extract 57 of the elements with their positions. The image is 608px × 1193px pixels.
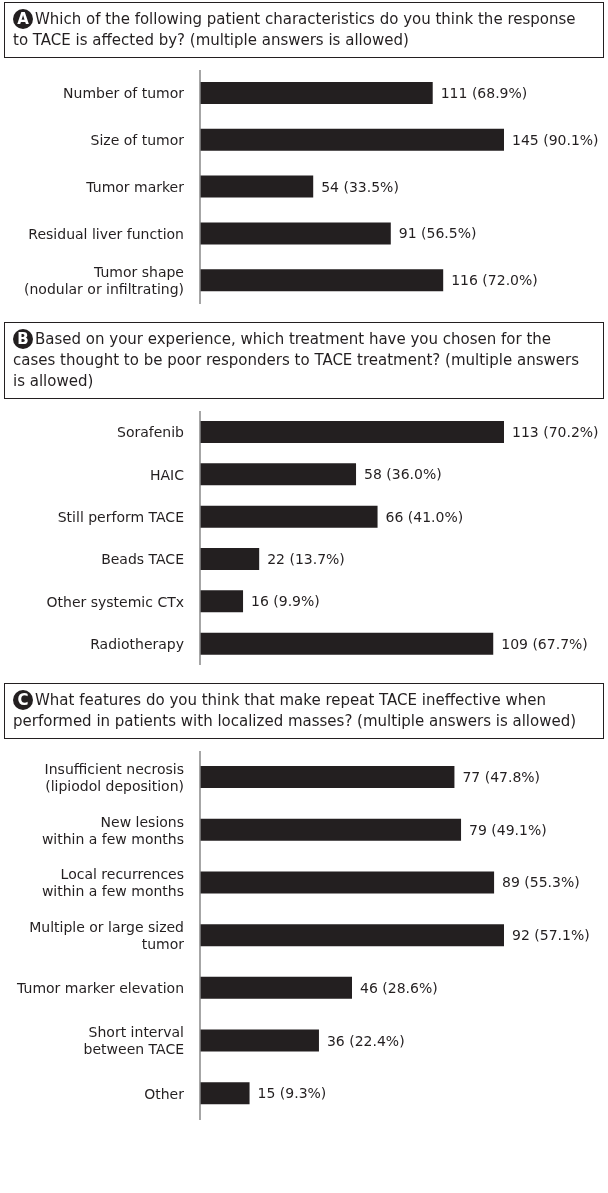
bar	[200, 463, 357, 486]
bar	[200, 128, 504, 151]
y-tick-label: Sorafenib	[117, 424, 185, 441]
y-tick-label: New lesions within a few months	[41, 813, 184, 847]
bar	[200, 924, 504, 947]
bar	[200, 222, 391, 245]
bar	[200, 548, 260, 570]
text: C	[13, 690, 33, 710]
data-label: 36 (22.4%)	[326, 1032, 405, 1049]
y-tick-label: Multiple or large sized tumor	[29, 919, 185, 952]
y-tick-label: Local recurrences within a few months	[41, 866, 184, 900]
bar	[200, 1029, 319, 1052]
data-label: 116 (72.0%)	[451, 272, 538, 289]
bar	[200, 766, 455, 788]
text: A	[13, 9, 33, 29]
data-label: 58 (36.0%)	[364, 466, 442, 483]
y-tick-label: Tumor shape (nodular or infiltrating)	[23, 264, 184, 298]
data-label: 54 (33.5%)	[321, 178, 399, 195]
y-tick-label: Other	[144, 1085, 185, 1102]
bar	[200, 1082, 250, 1105]
bar	[200, 82, 433, 104]
bar	[200, 632, 494, 655]
bar	[200, 976, 352, 999]
y-tick-label: Beads TACE	[101, 551, 184, 568]
y-tick-label: Still perform TACE	[57, 508, 184, 525]
data-label: 16 (9.9%)	[251, 593, 320, 610]
data-label: 109 (67.7%)	[501, 635, 588, 652]
data-label: 46 (28.6%)	[360, 979, 438, 996]
bar	[200, 871, 495, 894]
data-label: 113 (70.2%)	[512, 424, 599, 440]
bar	[200, 421, 504, 443]
y-tick-label: Size of tumor	[90, 132, 185, 149]
y-tick-label: HAIC	[149, 466, 185, 483]
data-label: 145 (90.1%)	[512, 131, 599, 148]
data-label: 92 (57.1%)	[512, 927, 590, 944]
bar	[200, 175, 314, 198]
y-tick-label: Tumor marker	[85, 179, 185, 195]
y-tick-label: Number of tumor	[63, 85, 185, 102]
bar	[200, 269, 444, 292]
y-tick-label: Insufficient necrosis (lipiodol deposition)	[44, 760, 184, 794]
data-label: 22 (13.7%)	[267, 551, 345, 567]
data-label: 89 (55.3%)	[502, 874, 580, 891]
bar	[200, 818, 462, 841]
bar	[200, 590, 244, 613]
y-tick-label: Tumor marker elevation	[16, 980, 184, 997]
data-label: 66 (41.0%)	[385, 508, 464, 525]
y-tick-label: Radiotherapy	[90, 635, 184, 652]
data-label: 91 (56.5%)	[398, 225, 477, 242]
y-tick-label: Short interval between TACE	[83, 1024, 184, 1058]
bar	[200, 505, 378, 528]
data-label: 15 (9.3%)	[257, 1085, 327, 1102]
data-label: 79 (49.1%)	[469, 821, 547, 838]
data-label: 77 (47.8%)	[462, 769, 541, 785]
y-tick-label: Residual liver function	[28, 225, 184, 242]
text: B	[13, 329, 33, 349]
data-label: 111 (68.9%)	[440, 85, 528, 101]
y-tick-label: Other systemic CTx	[46, 593, 184, 610]
